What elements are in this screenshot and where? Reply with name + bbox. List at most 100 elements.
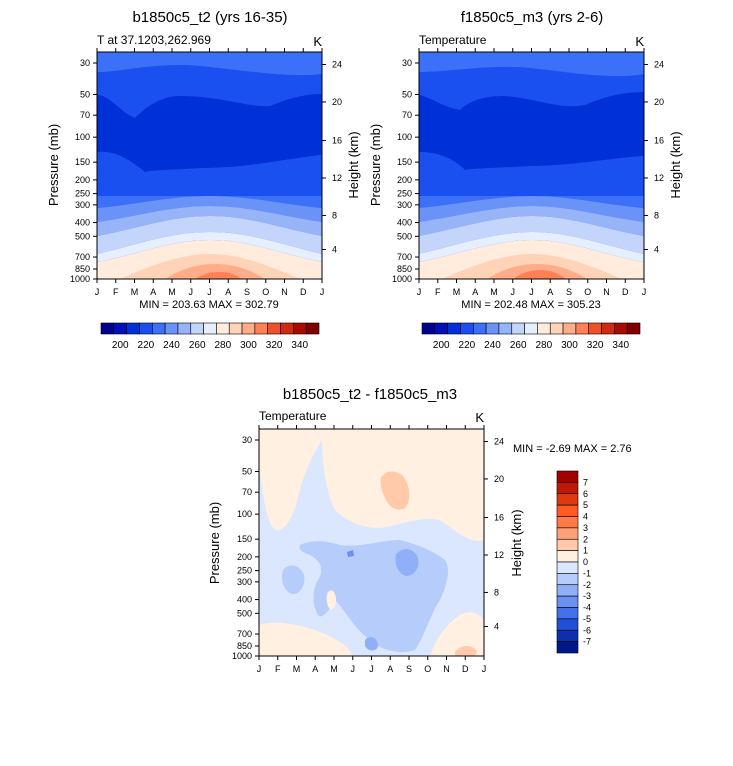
colorbar-label: 260 [510,340,527,351]
y-right-tick-label: 12 [494,550,504,560]
min-max-label: MIN = -2.69 MAX = 2.76 [513,443,632,455]
y-tick-label: 30 [402,58,412,68]
contour-band-250 [97,196,322,222]
colorbar-swatch [575,322,590,335]
y-axis-label: Pressure (mb) [207,502,222,584]
colorbar-swatch [556,584,579,597]
colorbar-swatch [556,607,579,620]
y-right-tick-label: 4 [332,244,337,254]
contour-region-positive-lower-left [259,622,352,656]
contour-region-positive-upper-inner [340,429,380,486]
colorbar-label: 340 [291,340,308,351]
contour-region-plus1-5 [380,471,410,510]
colorbar-swatch [556,482,579,495]
panel-subtitle-right: K [635,34,644,49]
x-tick-label: F [435,287,441,297]
contour-region-small-positive [326,590,336,610]
min-max-label: MIN = 203.63 MAX = 302.79 [139,299,278,311]
y-tick-label: 850 [397,264,412,274]
colorbar-swatch [626,322,641,335]
colorbar-swatch [556,504,579,517]
colorbar-label: 220 [459,340,476,351]
y-tick-label: 400 [397,218,412,228]
y-right-tick-label: 24 [494,436,504,446]
colorbar-swatch [460,322,474,335]
y-tick-label: 700 [397,252,412,262]
x-tick-label: A [225,287,231,297]
contour-band-tropopause [419,92,644,170]
colorbar-label: -6 [583,625,591,635]
y-axis-label-right: Height (km) [346,131,361,198]
colorbar-label: 1 [583,546,588,556]
panel-title: b1850c5_t2 (yrs 16-35) [132,9,287,26]
colorbar: 200 220 240 260 280 300 320 340 [421,322,641,351]
colorbar-label: 240 [484,340,501,351]
colorbar-swatch [556,641,579,654]
colorbar-label: 320 [587,340,604,351]
x-tick-label: J [529,287,534,297]
y-right-tick-label: 8 [494,587,499,597]
x-tick-label: S [244,287,250,297]
colorbar-swatch [447,322,461,335]
colorbar-swatch [100,322,115,335]
colorbar-swatch [203,322,217,335]
x-tick-label: O [262,287,269,297]
colorbar-swatch [556,493,579,506]
colorbar-swatch [524,322,538,335]
panel-subtitle-left: Temperature [259,409,327,423]
y-right-tick-label: 20 [654,97,664,107]
x-tick-label: J [257,664,262,674]
y-tick-label: 70 [402,110,412,120]
colorbar-swatch [556,629,579,642]
colorbar-swatch [556,470,579,483]
colorbar-swatch [556,618,579,631]
colorbar-swatch [549,322,564,335]
colorbar-label: 6 [583,489,588,499]
contour-band-310 [513,270,566,279]
x-tick-label: J [351,664,356,674]
y-axis-label: Pressure (mb) [46,124,61,206]
y-tick-label: 30 [242,435,252,445]
x-tick-label: A [150,287,156,297]
contour-band-upper-trop [419,152,644,196]
colorbar-swatch [472,322,487,335]
panel-subtitle-left: T at 37.1203,262.969 [97,33,211,47]
y-axis-label-right: Height (km) [509,509,524,576]
colorbar-swatch [293,322,307,335]
colorbar-label: 220 [138,340,155,351]
y-right-tick-label: 12 [654,173,664,183]
colorbar-label: 3 [583,523,588,533]
panel-f1850c5-m3: f1850c5_m3 (yrs 2-6) Temperature K 30 50 7… [368,9,683,351]
colorbar-label: 240 [163,340,180,351]
x-tick-label: J [642,287,647,297]
contour-region-positive-lower-right [430,612,484,656]
y-tick-label: 200 [75,175,90,185]
y-tick-label: 500 [397,231,412,241]
colorbar-swatch [190,322,204,335]
contour-band-260 [419,196,644,208]
y-axis-right: 24 20 16 12 8 4 [322,59,342,254]
y-axis-label-right: Height (km) [668,131,683,198]
x-tick-label: J [369,664,374,674]
y-tick-label: 50 [402,89,412,99]
panel-subtitle-right: K [313,34,322,49]
colorbar-swatch [511,322,525,335]
colorbar-label: -1 [583,568,591,578]
colorbar-label: -7 [583,637,591,647]
colorbar-swatch [556,527,579,540]
colorbar-swatch [164,322,179,335]
y-tick-label: 50 [80,89,90,99]
plot-area [96,51,323,280]
y-right-tick-label: 24 [332,59,342,69]
y-tick-label: 70 [80,110,90,120]
contour-band-300 [165,264,265,279]
colorbar-label: 4 [583,512,588,522]
x-tick-label: A [472,287,478,297]
colorbar-swatch [267,322,281,335]
y-right-tick-label: 20 [494,474,504,484]
x-tick-label: F [275,664,281,674]
panel-subtitle-left: Temperature [419,33,487,47]
